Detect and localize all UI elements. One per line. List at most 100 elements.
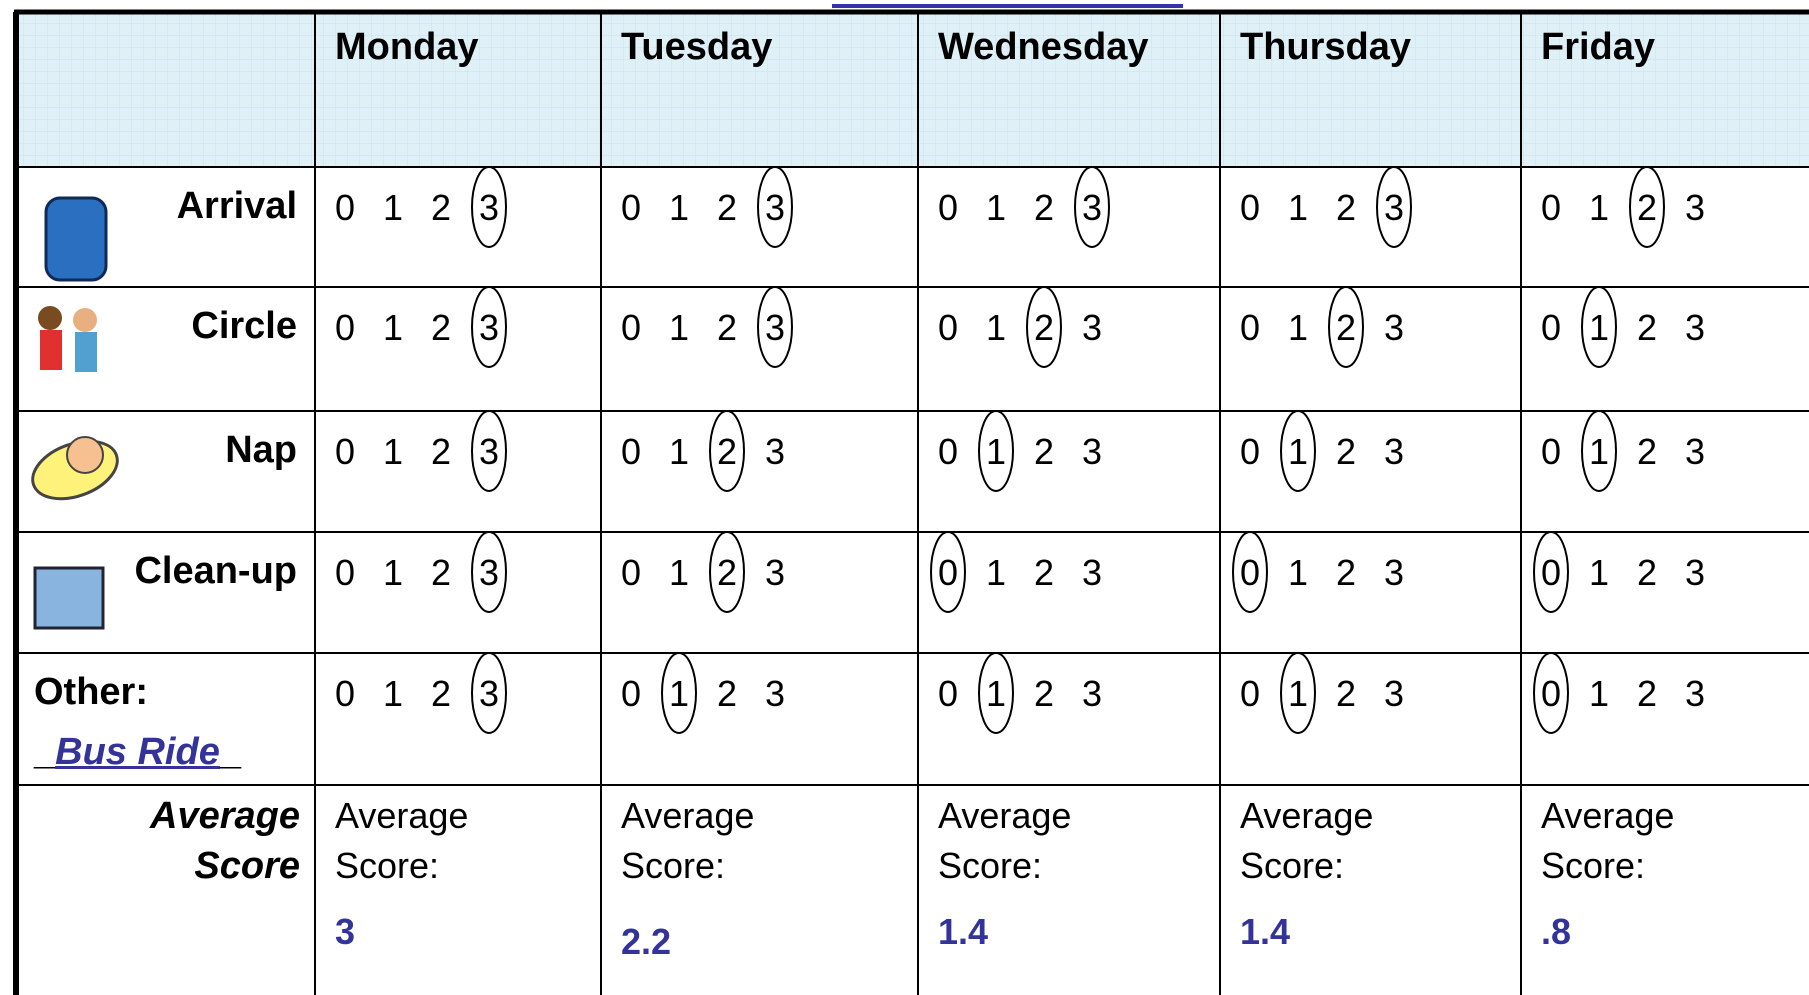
score-circle <box>471 531 507 613</box>
score-digit: 1 <box>669 187 690 228</box>
average-value: .8 <box>1541 911 1572 952</box>
score-digit: 1 <box>669 307 690 348</box>
score-digit: 0 <box>938 187 959 228</box>
score-digit: 3 <box>1685 307 1706 348</box>
children-icon <box>75 332 97 372</box>
score-digit: 2 <box>431 673 452 714</box>
score-digit: 1 <box>986 552 1007 593</box>
score-circle <box>1328 286 1364 368</box>
score-digit: 3 <box>1384 187 1405 228</box>
header-background <box>14 12 1809 167</box>
backpack-icon <box>44 196 108 282</box>
score-digit: 3 <box>479 187 500 228</box>
average-value: 1.4 <box>1240 911 1291 952</box>
score-circle <box>1232 531 1268 613</box>
score-digit: 0 <box>1541 187 1562 228</box>
score-circle <box>978 652 1014 734</box>
average-cell-label: Average Score: <box>621 795 755 886</box>
score-circle <box>661 652 697 734</box>
score-digit: 2 <box>431 187 452 228</box>
underscore: _ <box>219 731 241 773</box>
score-digit: 3 <box>1082 431 1103 472</box>
score-digit: 1 <box>986 187 1007 228</box>
score-digit: 2 <box>1637 552 1658 593</box>
score-circle <box>471 286 507 368</box>
score-digit: 2 <box>1637 307 1658 348</box>
score-digit: 3 <box>1384 673 1405 714</box>
score-digit: 3 <box>1685 673 1706 714</box>
score-circle <box>978 410 1014 492</box>
score-circle <box>1026 286 1062 368</box>
score-digit: 3 <box>1384 552 1405 593</box>
score-digit: 0 <box>621 431 642 472</box>
score-digit: 3 <box>1384 431 1405 472</box>
score-digit: 0 <box>1240 431 1261 472</box>
score-digit: 1 <box>986 431 1007 472</box>
average-cell-label: Average Score: <box>335 795 469 886</box>
score-digit: 2 <box>717 673 738 714</box>
score-digit: 0 <box>1240 307 1261 348</box>
score-digit: 1 <box>383 552 404 593</box>
score-digit: 3 <box>1384 307 1405 348</box>
average-cell-label: Average Score: <box>1541 795 1675 886</box>
score-circle <box>1533 652 1569 734</box>
score-digit: 1 <box>1288 431 1309 472</box>
score-circle <box>1280 652 1316 734</box>
average-value: 3 <box>335 911 356 952</box>
score-digit: 1 <box>383 307 404 348</box>
cleanup-icon <box>33 566 105 630</box>
children-icon <box>38 306 62 330</box>
score-digit: 0 <box>938 673 959 714</box>
score-digit: 3 <box>765 673 786 714</box>
day-header: Wednesday <box>938 26 1149 68</box>
score-digit: 0 <box>621 187 642 228</box>
score-digit: 3 <box>765 187 786 228</box>
average-cell-label: Average Score: <box>938 795 1072 886</box>
day-header: Friday <box>1541 26 1656 68</box>
score-digit: 2 <box>431 307 452 348</box>
score-digit: 1 <box>1288 307 1309 348</box>
score-digit: 0 <box>1541 431 1562 472</box>
score-circle <box>471 166 507 248</box>
score-circle <box>1533 531 1569 613</box>
score-digit: 3 <box>479 431 500 472</box>
day-header: Thursday <box>1240 26 1412 68</box>
score-digit: 0 <box>938 431 959 472</box>
score-digit: 0 <box>335 307 356 348</box>
score-digit: 1 <box>986 673 1007 714</box>
score-circle <box>471 410 507 492</box>
average-label: Average Score <box>150 795 300 887</box>
score-digit: 3 <box>1082 187 1103 228</box>
score-digit: 3 <box>765 431 786 472</box>
score-digit: 0 <box>335 673 356 714</box>
other-activity: _Bus Ride_ <box>34 731 241 774</box>
score-digit: 1 <box>383 187 404 228</box>
score-circle <box>757 286 793 368</box>
score-circle <box>1581 286 1617 368</box>
row-label: Circle <box>191 305 297 347</box>
score-digit: 2 <box>1034 307 1055 348</box>
score-digit: 1 <box>1589 552 1610 593</box>
score-circle <box>1280 410 1316 492</box>
score-digit: 2 <box>1336 552 1357 593</box>
score-digit: 0 <box>621 673 642 714</box>
children-icon <box>73 308 97 332</box>
score-digit: 2 <box>1637 673 1658 714</box>
score-digit: 0 <box>1240 552 1261 593</box>
average-value: 1.4 <box>938 911 989 952</box>
row-label: Nap <box>225 429 297 471</box>
score-digit: 1 <box>383 431 404 472</box>
score-circle <box>471 652 507 734</box>
score-digit: 2 <box>1336 187 1357 228</box>
score-digit: 3 <box>765 307 786 348</box>
score-digit: 1 <box>1288 187 1309 228</box>
score-circle <box>1581 410 1617 492</box>
score-digit: 2 <box>431 431 452 472</box>
score-digit: 2 <box>1637 187 1658 228</box>
score-digit: 0 <box>1240 187 1261 228</box>
score-digit: 1 <box>1288 673 1309 714</box>
day-header: Tuesday <box>621 26 773 68</box>
score-digit: 1 <box>986 307 1007 348</box>
